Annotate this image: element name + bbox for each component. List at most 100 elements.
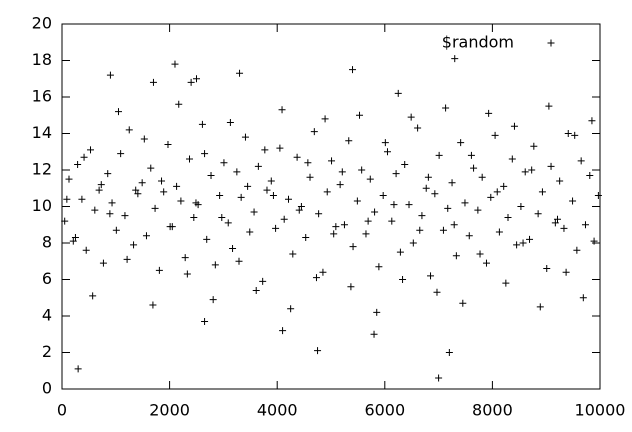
- point: [504, 213, 512, 221]
- point: [547, 162, 555, 170]
- point: [69, 237, 77, 245]
- point: [560, 224, 568, 232]
- point: [383, 148, 391, 156]
- point: [439, 226, 447, 234]
- point: [310, 128, 318, 136]
- point: [220, 159, 228, 167]
- point: [312, 274, 320, 282]
- point: [416, 226, 424, 234]
- point: [451, 55, 459, 63]
- x-tick-label: 4000: [257, 401, 298, 420]
- x-tick-label: 2000: [149, 401, 190, 420]
- x-tick-label: 10000: [575, 401, 626, 420]
- point: [564, 130, 572, 137]
- y-tick-label: 18: [32, 50, 52, 69]
- point: [130, 241, 138, 249]
- point: [444, 204, 452, 212]
- point: [142, 232, 150, 240]
- point: [233, 168, 241, 176]
- point: [422, 184, 430, 192]
- point: [106, 71, 114, 79]
- point: [571, 131, 579, 139]
- point: [134, 190, 142, 198]
- point: [114, 108, 122, 116]
- point: [276, 144, 284, 152]
- point: [577, 157, 585, 165]
- point: [187, 78, 195, 86]
- point: [207, 171, 215, 179]
- point: [287, 305, 295, 313]
- point: [155, 266, 163, 274]
- x-tick-label: 8000: [472, 401, 513, 420]
- point: [495, 228, 503, 236]
- y-tick-label: 4: [42, 306, 52, 325]
- point: [87, 146, 95, 154]
- x-tick-label: 0: [57, 401, 67, 420]
- point: [302, 234, 310, 242]
- point: [211, 261, 219, 269]
- point: [297, 203, 305, 210]
- point: [345, 137, 353, 145]
- point: [467, 151, 475, 159]
- point: [192, 199, 200, 207]
- point: [280, 215, 288, 223]
- point: [459, 299, 467, 307]
- point: [295, 206, 303, 214]
- point: [482, 259, 490, 267]
- point: [314, 347, 322, 355]
- point: [186, 155, 194, 163]
- point: [513, 241, 521, 249]
- point: [508, 155, 516, 163]
- point: [594, 192, 602, 200]
- point: [78, 195, 86, 203]
- point: [452, 252, 460, 260]
- point: [80, 153, 88, 161]
- point: [236, 69, 244, 77]
- point: [177, 197, 185, 205]
- point: [147, 164, 155, 172]
- point: [392, 170, 400, 178]
- point: [226, 119, 234, 127]
- point: [521, 168, 529, 176]
- point: [166, 223, 174, 231]
- point: [241, 133, 249, 141]
- point: [125, 126, 133, 134]
- point: [487, 193, 495, 201]
- point: [338, 168, 346, 176]
- y-tick-label: 2: [42, 342, 52, 361]
- point: [332, 223, 340, 231]
- y-tick-label: 8: [42, 233, 52, 252]
- point: [414, 124, 422, 132]
- point: [173, 182, 181, 190]
- point: [538, 188, 546, 196]
- point: [543, 265, 551, 273]
- point: [491, 131, 499, 139]
- point: [457, 139, 465, 147]
- point: [394, 89, 402, 97]
- point: [510, 122, 518, 130]
- point: [74, 365, 82, 373]
- point: [424, 173, 432, 181]
- point: [132, 186, 140, 194]
- point: [347, 283, 355, 291]
- point: [149, 301, 157, 309]
- point: [91, 206, 99, 214]
- point: [181, 254, 189, 262]
- y-tick-label: 10: [32, 196, 52, 215]
- point: [201, 317, 209, 325]
- point: [201, 150, 209, 158]
- point: [261, 146, 269, 154]
- point: [216, 192, 224, 200]
- point: [379, 192, 387, 200]
- point: [418, 212, 426, 220]
- point: [315, 210, 323, 218]
- point: [375, 263, 383, 271]
- y-tick-label: 0: [42, 379, 52, 398]
- point: [108, 199, 116, 207]
- point: [267, 177, 275, 185]
- point: [476, 250, 484, 258]
- point: [160, 188, 168, 196]
- x-tick-label: 6000: [364, 401, 405, 420]
- point: [401, 161, 409, 169]
- point: [478, 173, 486, 181]
